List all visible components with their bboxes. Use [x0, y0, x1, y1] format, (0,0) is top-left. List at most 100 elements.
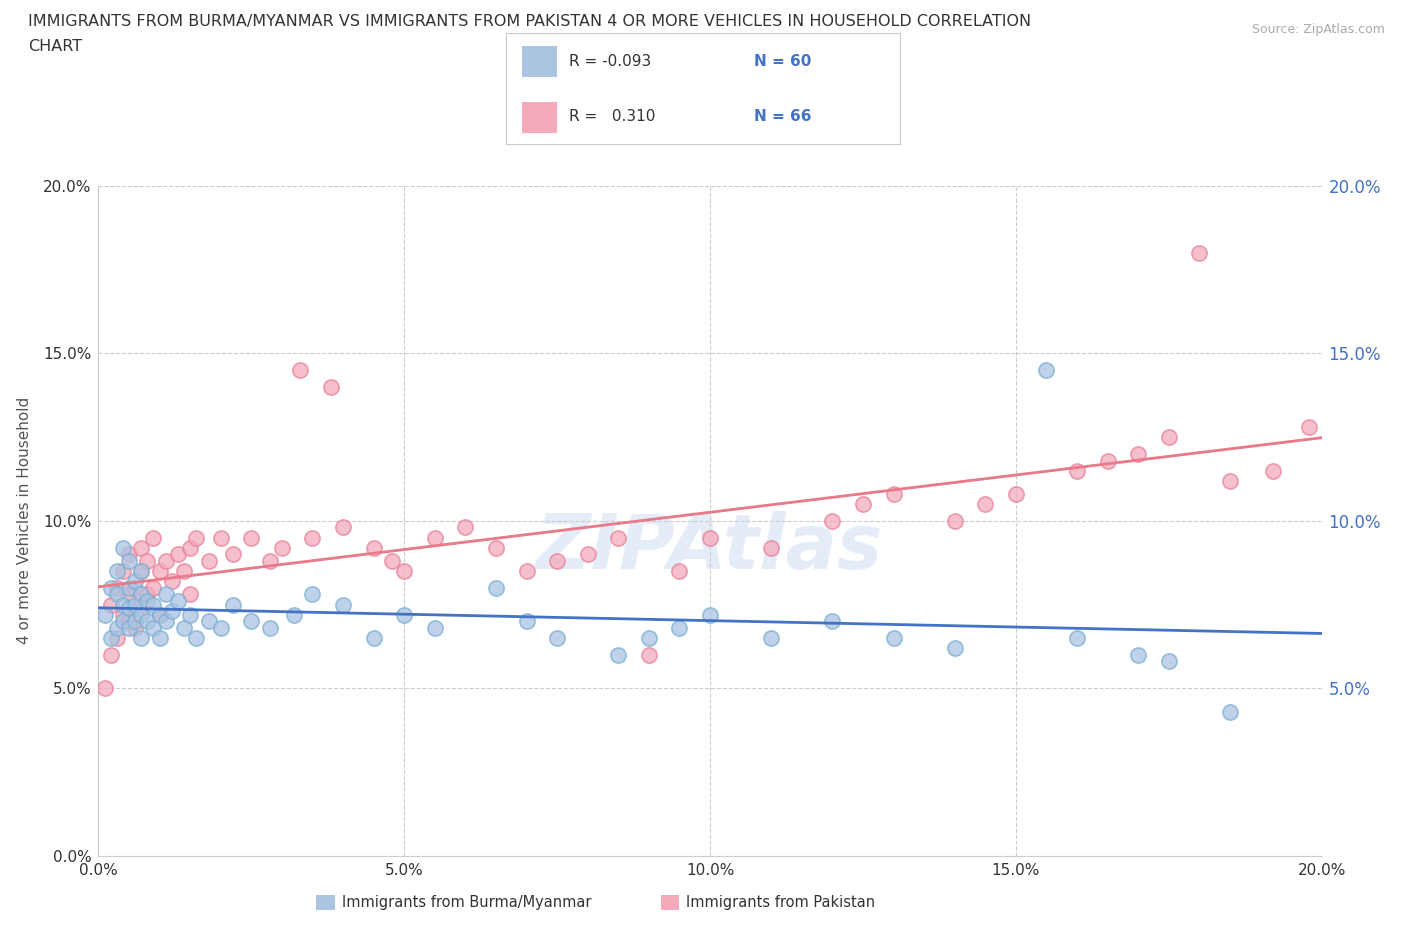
Point	[883, 486, 905, 501]
Text: IMMIGRANTS FROM BURMA/MYANMAR VS IMMIGRANTS FROM PAKISTAN 4 OR MORE VEHICLES IN : IMMIGRANTS FROM BURMA/MYANMAR VS IMMIGRA…	[28, 14, 1031, 29]
Point	[124, 580, 146, 595]
Point	[259, 620, 281, 635]
Point	[167, 547, 190, 562]
Point	[111, 597, 134, 612]
Point	[149, 607, 172, 622]
Point	[943, 513, 966, 528]
Point	[363, 631, 385, 645]
Point	[759, 540, 782, 555]
Bar	[522, 101, 557, 133]
Point	[637, 647, 661, 662]
Point	[118, 580, 141, 595]
Point	[423, 620, 446, 635]
Point	[1298, 419, 1320, 434]
Point	[136, 587, 159, 602]
Point	[1219, 704, 1241, 719]
Bar	[522, 46, 557, 77]
Point	[105, 631, 128, 645]
Point	[111, 564, 134, 578]
Point	[124, 597, 146, 612]
Point	[129, 564, 152, 578]
Point	[607, 647, 630, 662]
Point	[173, 620, 195, 635]
Point	[576, 547, 599, 562]
Point	[186, 631, 208, 645]
Point	[607, 530, 630, 545]
Point	[118, 601, 141, 616]
Text: ZIPAtlas: ZIPAtlas	[536, 511, 884, 585]
Point	[1157, 430, 1180, 445]
Point	[160, 604, 183, 618]
Point	[142, 530, 165, 545]
Point	[93, 607, 115, 622]
Point	[332, 597, 354, 612]
Point	[270, 540, 292, 555]
Point	[699, 530, 721, 545]
Point	[186, 530, 208, 545]
Point	[943, 641, 966, 656]
Point	[1035, 363, 1057, 378]
Point	[363, 540, 385, 555]
Point	[283, 607, 305, 622]
Point	[124, 614, 146, 629]
Point	[974, 497, 997, 512]
Point	[118, 614, 141, 629]
Point	[821, 513, 844, 528]
Point	[142, 580, 165, 595]
Point	[485, 540, 508, 555]
Point	[136, 553, 159, 568]
Point	[149, 607, 172, 622]
Point	[179, 607, 201, 622]
Point	[129, 540, 152, 555]
Y-axis label: 4 or more Vehicles in Household: 4 or more Vehicles in Household	[17, 397, 32, 644]
Point	[516, 614, 538, 629]
Point	[129, 607, 152, 622]
Point	[454, 520, 477, 535]
Point	[105, 587, 128, 602]
Point	[111, 540, 134, 555]
Point	[392, 564, 416, 578]
Point	[699, 607, 721, 622]
Point	[883, 631, 905, 645]
Point	[149, 631, 172, 645]
Point	[222, 547, 245, 562]
Point	[124, 620, 146, 635]
Point	[129, 631, 152, 645]
Point	[1157, 654, 1180, 669]
Point	[546, 631, 568, 645]
Point	[821, 614, 844, 629]
Point	[1004, 486, 1026, 501]
Point	[485, 580, 508, 595]
Point	[155, 587, 177, 602]
Point	[118, 553, 141, 568]
Point	[209, 620, 232, 635]
Point	[1128, 446, 1150, 461]
Point	[301, 587, 323, 602]
Point	[160, 574, 183, 589]
Text: Source: ZipAtlas.com: Source: ZipAtlas.com	[1251, 23, 1385, 36]
Point	[759, 631, 782, 645]
Point	[1188, 246, 1211, 260]
Point	[118, 547, 141, 562]
Point	[197, 614, 219, 629]
Point	[142, 620, 165, 635]
Point	[105, 620, 128, 635]
Point	[167, 593, 190, 608]
Point	[1097, 453, 1119, 468]
Point	[259, 553, 281, 568]
Point	[105, 564, 128, 578]
Point	[100, 580, 122, 595]
Point	[668, 564, 690, 578]
Point	[301, 530, 323, 545]
Text: R =   0.310: R = 0.310	[569, 110, 655, 125]
Point	[319, 379, 342, 394]
Point	[1128, 647, 1150, 662]
Point	[149, 564, 172, 578]
Point	[100, 597, 122, 612]
Text: Immigrants from Burma/Myanmar: Immigrants from Burma/Myanmar	[342, 895, 591, 910]
Point	[240, 530, 263, 545]
Point	[222, 597, 245, 612]
Point	[197, 553, 219, 568]
Point	[142, 597, 165, 612]
Point	[852, 497, 875, 512]
